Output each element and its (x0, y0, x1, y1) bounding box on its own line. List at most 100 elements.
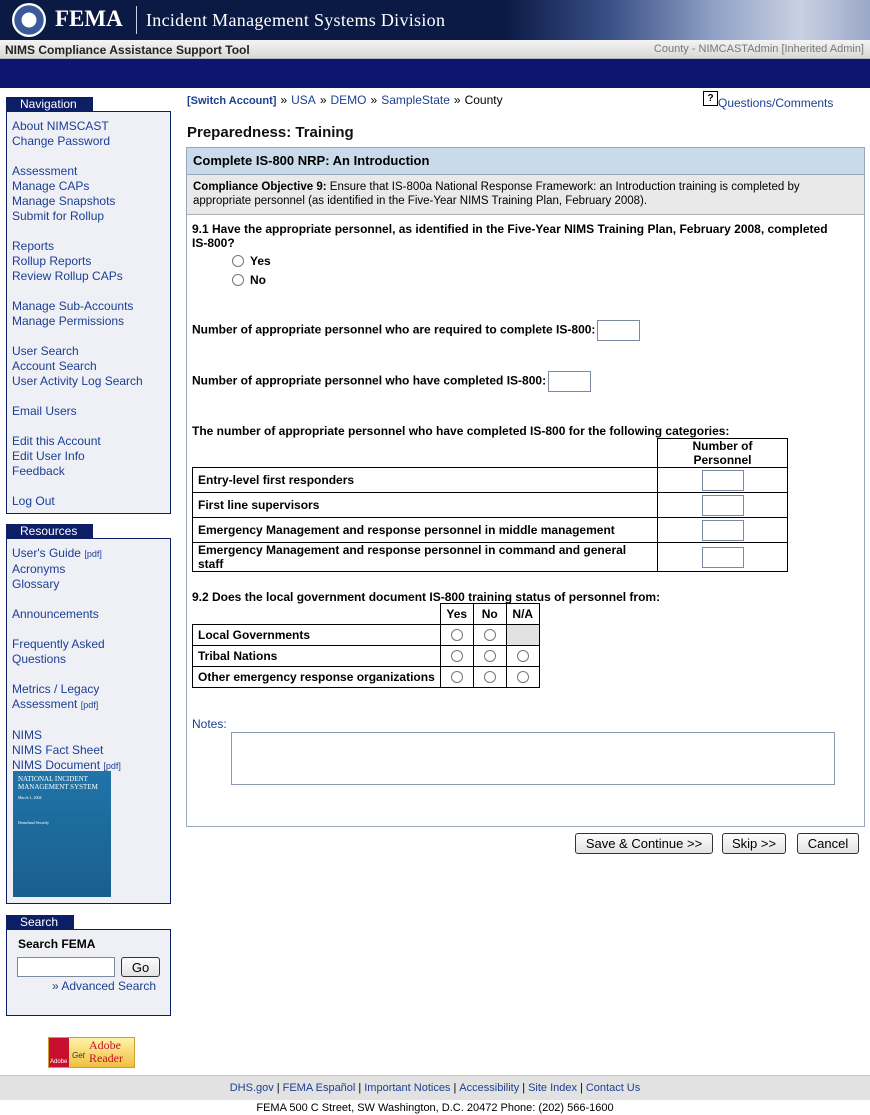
resource-link[interactable]: NIMS (12, 728, 42, 742)
nav-link[interactable]: Manage Permissions (12, 314, 125, 328)
footer-link[interactable]: Site Index (528, 1082, 577, 1094)
nav-link[interactable]: Manage CAPs (12, 179, 90, 193)
nav-link[interactable]: Edit this Account (12, 434, 101, 448)
footer-link[interactable]: FEMA Español (282, 1082, 356, 1094)
resource-item: NIMS Document [pdf] (12, 758, 137, 774)
footer-links: DHS.gov | FEMA Español | Important Notices | A… (0, 1075, 870, 1100)
nav-link[interactable]: Reports (12, 239, 55, 253)
footer-link[interactable]: Accessibility (459, 1082, 520, 1094)
nav-link[interactable]: Feedback (12, 464, 65, 478)
adobe-reader-badge[interactable]: Adobe Get Adobe Reader (48, 1037, 135, 1068)
category-input-cell (657, 542, 788, 572)
nims-cover[interactable]: NATIONAL INCIDENT MANAGEMENT SYSTEM Marc… (13, 771, 111, 897)
radio-cell (472, 624, 507, 646)
fema-logo[interactable]: FEMA (55, 6, 123, 31)
search-label: Search FEMA (18, 937, 96, 951)
nav-link[interactable]: Email Users (12, 404, 77, 418)
nav-link[interactable]: About NIMSCAST (12, 119, 109, 133)
form-button[interactable]: Skip >> (722, 833, 786, 854)
nav-link[interactable]: User Activity Log Search (12, 374, 143, 388)
question-2-table: Yes No N/A Local Governments Tribal Nations O… (192, 603, 540, 688)
breadcrumb-link[interactable]: DEMO (330, 93, 367, 107)
adobe-get: Get (72, 1051, 85, 1060)
radio[interactable] (483, 671, 496, 683)
footer-link[interactable]: Contact Us (585, 1082, 641, 1094)
nav-link[interactable]: Review Rollup CAPs (12, 269, 123, 283)
advanced-search-link[interactable]: » Advanced Search (52, 979, 157, 993)
nav-link[interactable]: Manage Sub-Accounts (12, 299, 134, 313)
section-title: Complete IS-800 NRP: An Introduction (193, 153, 430, 168)
nav-link[interactable]: Change Password (12, 134, 111, 148)
org-row: Tribal Nations (192, 645, 540, 667)
help-link[interactable]: Questions/Comments (718, 96, 834, 110)
field-label: Number of appropriate personnel who have… (192, 373, 547, 388)
notes-label: Notes: (192, 717, 227, 731)
radio[interactable] (450, 629, 463, 641)
breadcrumb-link[interactable]: USA (291, 93, 316, 107)
number-input[interactable] (597, 320, 641, 341)
nav-group: Edit this Account Edit User Info Feedback (12, 434, 170, 479)
radio-label: No (250, 273, 266, 287)
nav-group: User Search Account Search User Activity L… (12, 344, 170, 389)
question-1-options: Yes No (232, 252, 271, 290)
adobe-product: Adobe Reader (89, 1038, 123, 1065)
number-input[interactable] (701, 519, 744, 541)
objective: Compliance Objective 9: Ensure that IS-8… (187, 175, 864, 215)
resource-link[interactable]: Metrics / Legacy Assessment (12, 682, 100, 711)
category-input-cell (657, 467, 788, 493)
form-button[interactable]: Save & Continue >> (575, 833, 713, 854)
radio[interactable] (483, 629, 496, 641)
go-button[interactable]: Go (121, 957, 160, 977)
form-button[interactable]: Cancel (797, 833, 859, 854)
categories-caption: The number of appropriate personnel who … (192, 424, 730, 438)
adobe-brand: Adobe (50, 1059, 68, 1065)
breadcrumb-separator: » (280, 93, 288, 107)
radio[interactable] (450, 671, 463, 683)
radio[interactable] (483, 650, 496, 662)
resource-link[interactable]: NIMS Fact Sheet (12, 743, 104, 757)
radio[interactable] (516, 650, 529, 662)
radio[interactable] (232, 274, 244, 286)
radio[interactable] (450, 650, 463, 662)
nav-group: Reports Rollup Reports Review Rollup CAPs (12, 239, 170, 284)
cover-date: March 1, 2004 (18, 795, 42, 800)
nav-link[interactable]: Submit for Rollup (12, 209, 105, 223)
radio[interactable] (232, 255, 244, 267)
notes-input[interactable] (231, 732, 835, 785)
nav-list: About NIMSCAST Change Password Assessment M… (12, 119, 170, 509)
pdf-tag: [pdf] (103, 761, 121, 771)
nav-link[interactable]: Manage Snapshots (12, 194, 116, 208)
nav-link[interactable]: User Search (12, 344, 79, 358)
radio-cell (472, 645, 507, 667)
footer-separator: | (522, 1082, 526, 1094)
footer-separator: | (358, 1082, 362, 1094)
resource-link[interactable]: User's Guide (12, 546, 81, 560)
help-icon[interactable]: ? (703, 91, 718, 106)
category-row: Entry-level first responders (192, 467, 788, 493)
resource-link[interactable]: Glossary (12, 577, 60, 591)
resource-link[interactable]: Announcements (12, 607, 99, 621)
nav-link[interactable]: Assessment (12, 164, 78, 178)
nav-link[interactable]: Rollup Reports (12, 254, 92, 268)
nav-link[interactable]: Log Out (12, 494, 55, 508)
resource-link[interactable]: NIMS Document (12, 758, 101, 772)
footer-separator: | (579, 1082, 583, 1094)
number-input[interactable] (701, 494, 744, 516)
breadcrumb-link[interactable]: SampleState (381, 93, 450, 107)
number-input[interactable] (701, 469, 744, 491)
search-input[interactable] (17, 957, 115, 977)
nav-link[interactable]: Edit User Info (12, 449, 85, 463)
footer-link[interactable]: Important Notices (364, 1082, 451, 1094)
footer-link[interactable]: DHS.gov (229, 1082, 274, 1094)
radio[interactable] (516, 671, 529, 683)
resource-link[interactable]: Frequently Asked Questions (12, 637, 105, 666)
empty-header (192, 438, 658, 468)
category-label: First line supervisors (192, 492, 658, 518)
nav-link[interactable]: Account Search (12, 359, 97, 373)
number-input[interactable] (548, 371, 592, 392)
breadcrumb-link[interactable]: [Switch Account] (187, 95, 277, 107)
number-input[interactable] (701, 546, 744, 568)
resource-link[interactable]: Acronyms (12, 562, 66, 576)
objective-label: Compliance Objective 9: (193, 181, 327, 193)
